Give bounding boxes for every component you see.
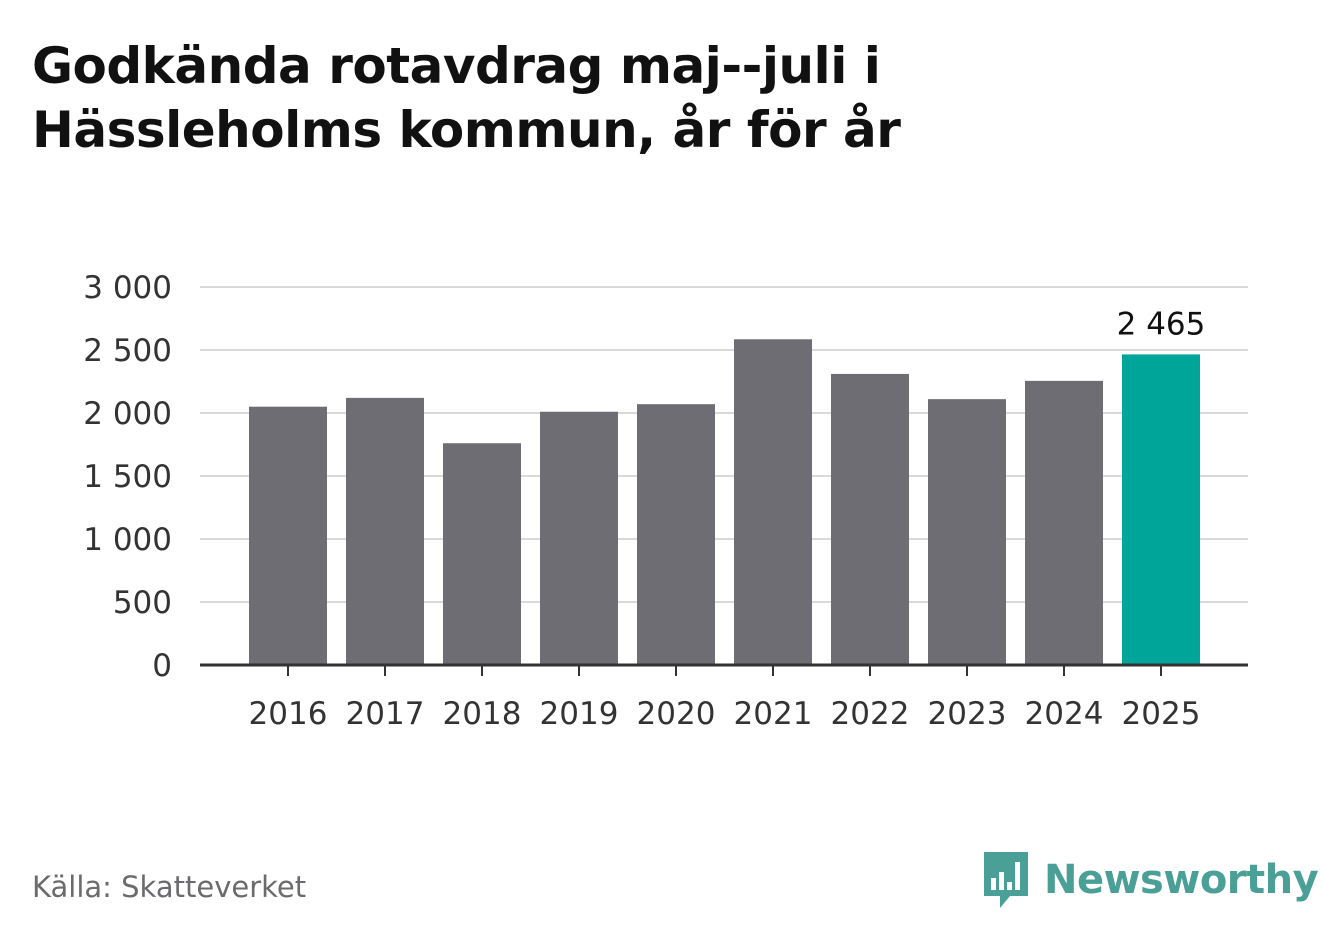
y-axis-tick-labels: 0 500 1 000 1 500 2 000 2 500 3 000: [83, 270, 172, 684]
x-axis: [200, 663, 1248, 676]
bar: [637, 404, 715, 665]
brand-logo: Newsworthy: [980, 848, 1319, 912]
x-tick-label: 2020: [637, 696, 716, 732]
bar: [831, 373, 909, 665]
y-tick-label: 2 000: [83, 396, 172, 432]
bar: [443, 443, 521, 665]
bar: [346, 397, 424, 665]
bars: [249, 339, 1200, 665]
y-tick-label: 0: [152, 648, 172, 684]
x-tick-label: 2016: [249, 696, 328, 732]
bar: [734, 339, 812, 665]
x-tick-label: 2024: [1025, 696, 1104, 732]
y-tick-label: 1 500: [83, 459, 172, 495]
brand-name: Newsworthy: [1044, 857, 1319, 903]
y-tick-label: 3 000: [83, 270, 172, 306]
bar: [1122, 354, 1200, 665]
x-tick-label: 2025: [1122, 696, 1201, 732]
bar: [928, 399, 1006, 665]
bar: [1025, 380, 1103, 665]
x-tick-label: 2018: [443, 696, 522, 732]
x-tick-label: 2017: [346, 696, 425, 732]
bar-chart-speech-bubble-icon: [984, 852, 1028, 908]
y-tick-label: 1 000: [83, 522, 172, 558]
x-tick-label: 2019: [540, 696, 619, 732]
y-tick-label: 500: [113, 585, 172, 621]
x-tick-label: 2022: [831, 696, 910, 732]
x-axis-tick-labels: 2016 2017 2018 2019 2020 2021 2022 2023 2024 2025: [249, 696, 1201, 732]
x-tick-label: 2023: [928, 696, 1007, 732]
bar: [249, 406, 327, 665]
x-tick-label: 2021: [734, 696, 813, 732]
source-note: Källa: Skatteverket: [32, 870, 307, 904]
bar: [540, 411, 618, 665]
chart-title-line-2: Hässleholms kommun, år för år: [32, 101, 901, 159]
y-tick-label: 2 500: [83, 333, 172, 369]
data-label: 2 465: [1117, 306, 1206, 342]
data-labels: 2 465: [1117, 306, 1206, 342]
chart-title-line-1: Godkända rotavdrag maj--juli i: [32, 37, 881, 95]
chart-title: Godkända rotavdrag maj--juli i Hässlehol…: [32, 34, 1232, 162]
